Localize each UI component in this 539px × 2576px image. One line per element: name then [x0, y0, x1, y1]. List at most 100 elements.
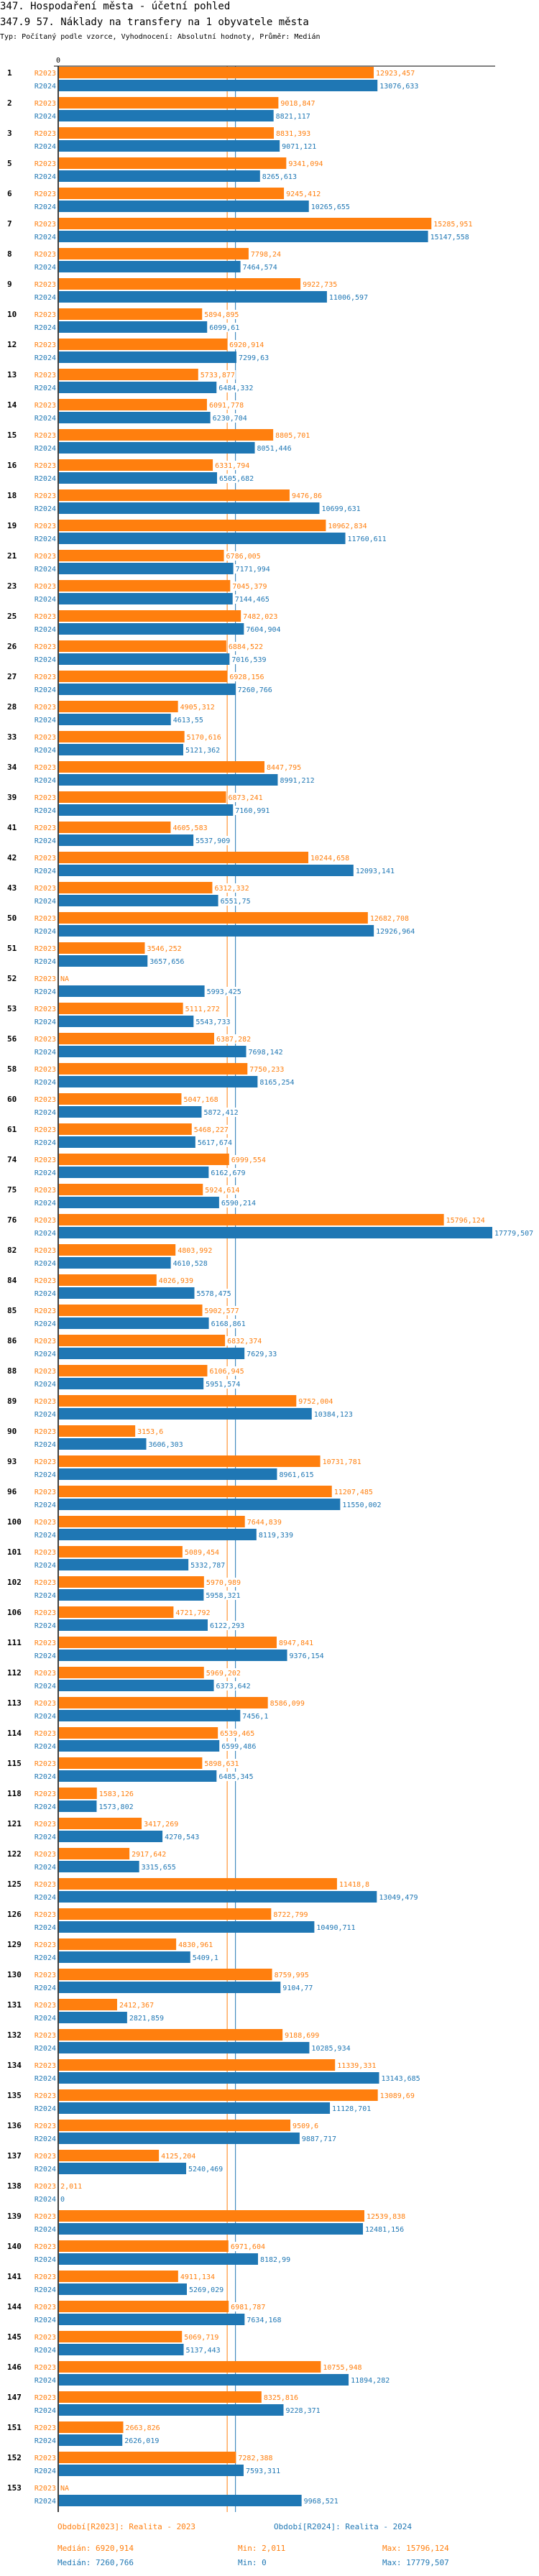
value-label-r2023: 9922,735: [303, 281, 337, 289]
value-label-background: [322, 2363, 363, 2372]
group-label: 106: [7, 1608, 22, 1617]
bar-r2024: [59, 955, 148, 967]
value-label-r2024: 15147,558: [430, 234, 469, 242]
value-label-background: [380, 2074, 421, 2083]
group-label: 84: [7, 1276, 17, 1285]
bar-r2024: [59, 1589, 204, 1601]
value-label-r2023: 5170,616: [187, 734, 221, 742]
value-label-background: [137, 1427, 165, 1436]
series-label-r2024: R2024: [34, 1924, 56, 1932]
group-label: 18: [7, 491, 17, 500]
value-label-r2024: 3657,656: [149, 958, 184, 966]
bar-r2024: [59, 1106, 202, 1118]
value-label-r2024: 10265,655: [311, 203, 350, 211]
group-label: 26: [7, 642, 17, 651]
series-label-r2024: R2024: [34, 1532, 56, 1540]
value-label-r2024: 4270,543: [165, 1834, 199, 1841]
value-label-background: [193, 1125, 229, 1134]
series-label-r2023: R2023: [34, 432, 56, 440]
value-label-r2024: 7464,574: [243, 264, 277, 272]
bar-r2023: [59, 822, 171, 833]
bar-r2024: [59, 291, 327, 303]
group-label: 16: [7, 461, 17, 470]
bar-r2023: [59, 912, 368, 924]
series-label-r2023: R2023: [34, 1972, 56, 1979]
value-label-background: [205, 1668, 241, 1678]
series-label-r2023: R2023: [34, 1428, 56, 1436]
bar-r2024: [59, 925, 374, 937]
r2024-min: Min: 0: [238, 2558, 267, 2567]
series-label-r2023: R2023: [34, 221, 56, 229]
value-label-background: [190, 1560, 226, 1570]
bar-r2023: [59, 1003, 183, 1014]
value-label-r2024: 6484,332: [218, 385, 253, 392]
bar-r2023: [59, 1546, 183, 1558]
group-label: 43: [7, 883, 17, 893]
group-label: 27: [7, 672, 17, 681]
value-label-background: [275, 129, 312, 138]
bar-r2024: [59, 2223, 364, 2235]
group-label: 140: [7, 2242, 22, 2251]
series-label-r2024: R2024: [34, 385, 56, 392]
bar-r2024: [59, 1348, 245, 1359]
bar-r2023: [59, 67, 374, 78]
value-label-background: [310, 2043, 351, 2053]
value-label-background: [178, 1940, 214, 1949]
series-label-r2024: R2024: [34, 898, 56, 906]
value-label-r2024: 7171,994: [236, 566, 270, 574]
series-label-r2024: R2024: [34, 1562, 56, 1570]
group-label: 2: [7, 98, 12, 108]
value-label-r2023: 15285,951: [433, 221, 472, 229]
value-label-r2023: 6832,374: [227, 1338, 262, 1346]
value-label-r2023: 2917,642: [132, 1851, 166, 1859]
value-label-r2024: 6230,704: [213, 415, 247, 423]
value-label-background: [278, 1470, 315, 1479]
group-label: 33: [7, 732, 17, 742]
bar-r2023: [59, 1425, 136, 1437]
bar-r2024: [59, 1136, 195, 1148]
series-label-r2023: R2023: [34, 2032, 56, 2040]
bar-r2023: [59, 2029, 283, 2041]
group-label: 153: [7, 2483, 22, 2493]
value-label-r2023: 10962,834: [328, 523, 367, 530]
value-label-r2024: 1573,802: [98, 1803, 133, 1811]
bar-r2023: [59, 2391, 262, 2403]
bar-r2024: [59, 2344, 184, 2355]
bar-r2023: [59, 852, 309, 863]
bar-r2023: [59, 1938, 177, 1950]
series-label-r2024: R2024: [34, 717, 56, 724]
bar-r2024: [59, 1227, 492, 1238]
bar-r2024: [59, 1861, 139, 1872]
value-label-r2024: 10384,123: [314, 1411, 353, 1419]
group-label: 9: [7, 280, 12, 289]
group-label: 112: [7, 1668, 22, 1678]
series-label-r2023: R2023: [34, 1639, 56, 1647]
series-label-r2024: R2024: [34, 2135, 56, 2143]
bar-r2023: [59, 2059, 336, 2071]
series-label-r2023: R2023: [34, 402, 56, 410]
series-label-r2023: R2023: [34, 1217, 56, 1225]
bar-r2023: [59, 308, 203, 320]
bar-r2023: [59, 339, 228, 350]
value-label-r2023: 9341,094: [288, 160, 323, 168]
value-label-background: [188, 2285, 224, 2294]
bar-r2024: [59, 412, 211, 423]
value-label-background: [218, 1772, 254, 1781]
series-label-r2023: R2023: [34, 1911, 56, 1919]
value-label-background: [227, 642, 264, 651]
series-label-r2023: R2023: [34, 855, 56, 862]
series-label-r2024: R2024: [34, 1351, 56, 1358]
series-label-r2024: R2024: [34, 1471, 56, 1479]
bar-r2023: [59, 2361, 321, 2373]
bar-r2023: [59, 2120, 291, 2131]
bar-r2024: [59, 80, 378, 91]
series-label-r2023: R2023: [34, 2183, 56, 2191]
value-label-background: [354, 866, 395, 875]
legend-r2024: Období[R2024]: Realita - 2024: [274, 2522, 413, 2531]
bar-r2024: [59, 201, 309, 212]
value-label-background: [279, 776, 315, 785]
value-label-background: [128, 2013, 165, 2023]
value-label-background: [206, 987, 242, 996]
series-label-r2024: R2024: [34, 2075, 56, 2083]
value-label-r2023: 4721,792: [175, 1609, 210, 1617]
